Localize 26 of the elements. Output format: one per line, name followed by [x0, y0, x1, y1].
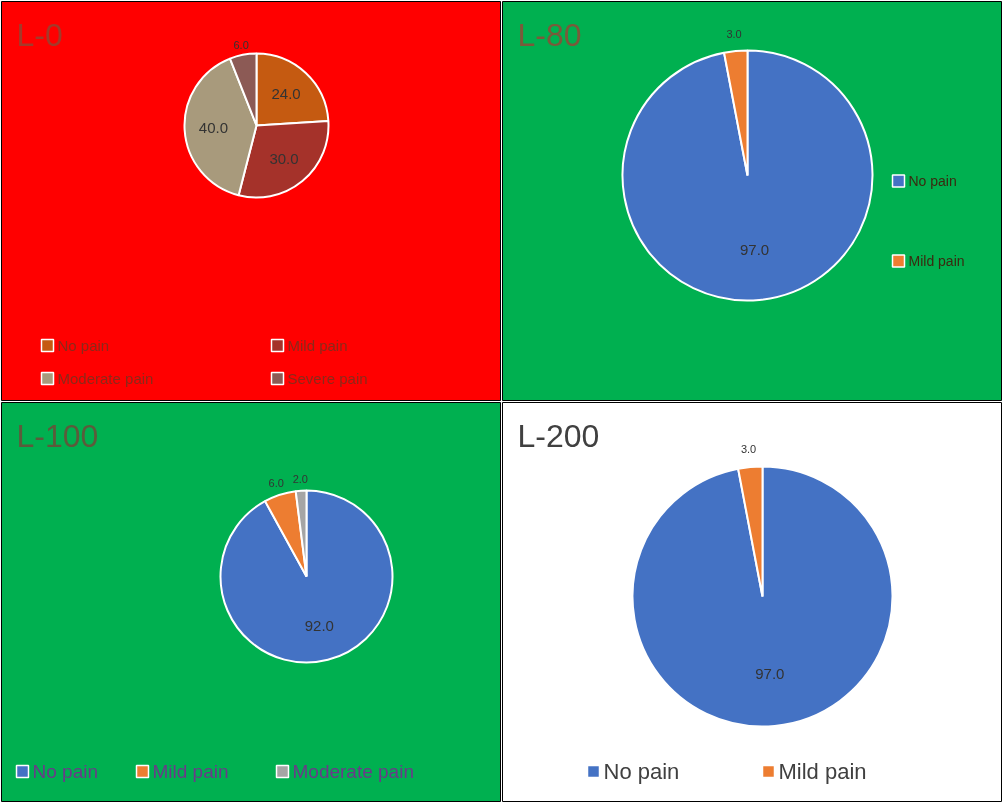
data-label: 92.0	[304, 617, 334, 635]
chart-title: L-200	[517, 417, 600, 454]
data-label: 24.0	[271, 85, 301, 103]
legend-label: Moderate pain	[57, 370, 154, 387]
data-label: 3.0	[726, 27, 742, 40]
data-label: 40.0	[198, 119, 228, 137]
legend-label: Severe pain	[287, 370, 368, 387]
legend-label: Mild pain	[908, 253, 965, 269]
data-label: 30.0	[269, 149, 299, 167]
data-label: 97.0	[755, 665, 785, 683]
data-label: 6.0	[233, 38, 249, 51]
legend-label: Moderate pain	[292, 761, 414, 782]
chart-title: L-100	[16, 417, 99, 454]
legend-label: Mild pain	[287, 337, 348, 354]
legend-label: No pain	[908, 173, 957, 189]
data-label: 3.0	[740, 442, 757, 455]
data-label: 6.0	[268, 477, 284, 490]
legend-label: No pain	[32, 761, 98, 782]
chart-title: L-0	[16, 16, 63, 53]
chart-title: L-80	[517, 16, 582, 53]
data-label: 97.0	[739, 241, 770, 259]
legend-label: Mild pain	[778, 759, 867, 784]
legend-label: No pain	[603, 759, 680, 784]
data-label: 2.0	[292, 472, 308, 485]
legend-label: No pain	[57, 337, 110, 354]
legend-label: Mild pain	[152, 761, 229, 782]
